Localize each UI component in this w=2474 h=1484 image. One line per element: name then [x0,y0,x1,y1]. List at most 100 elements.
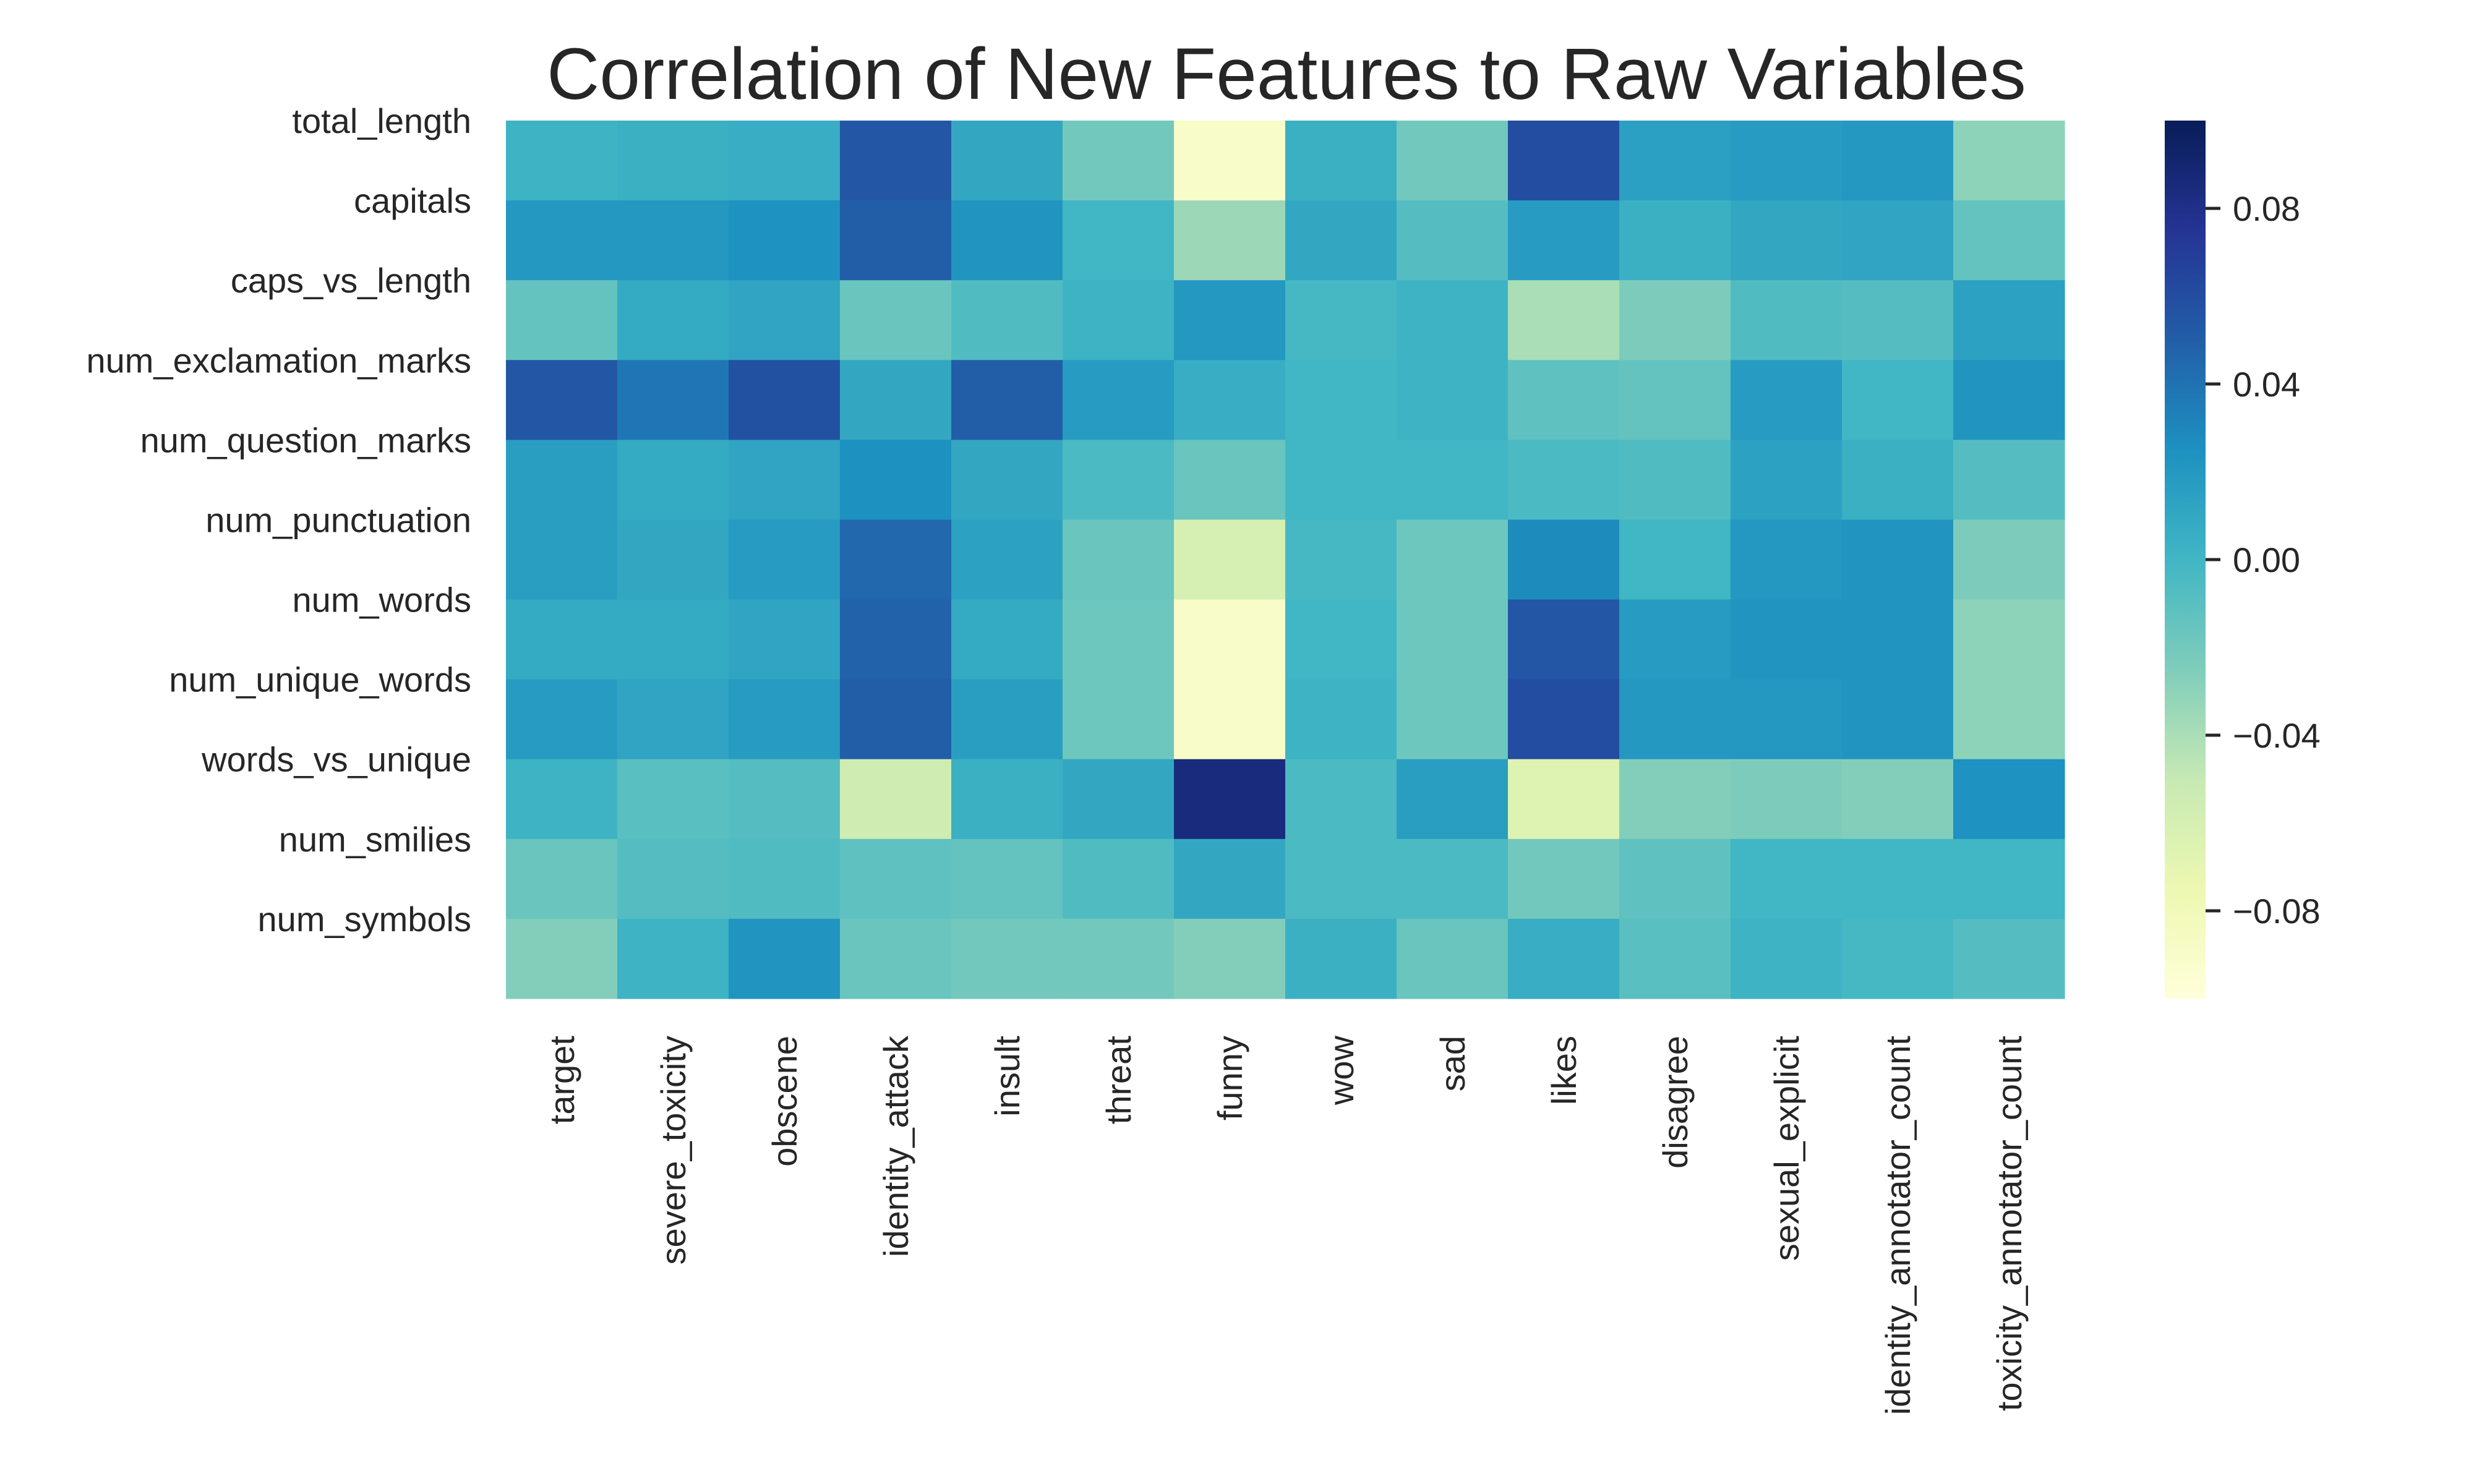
heatmap-cell-num_smilies-likes [1508,838,1620,919]
heatmap-cell-total_length-wow [1285,121,1397,201]
heatmap-cell-caps_vs_length-identity_attack [840,280,952,360]
heatmap-cell-caps_vs_length-target [506,280,618,360]
heatmap-cell-capitals-severe_toxicity [617,200,729,281]
heatmap-cell-words_vs_unique-target [506,759,618,840]
row-labels: total_length capitals caps_vs_length num_ex… [87,101,471,939]
column-label-sad: sad [1433,1036,1472,1091]
heatmap-cell-num_punctuation-wow [1285,519,1397,600]
heatmap-cell-num_exclamation_marks-threat [1063,360,1175,440]
heatmap-cell-num_symbols-sexual_explicit [1731,918,1843,999]
heatmap-cell-num_symbols-disagree [1619,918,1731,999]
heatmap-cell-num_words-obscene [729,599,841,680]
heatmap-cell-num_symbols-severe_toxicity [617,918,729,999]
colorbar-ticks: 0.08 0.04 0.00 −0.04 −0.08 [2206,189,2321,931]
heatmap-cell-total_length-sexual_explicit [1731,121,1843,201]
row-label-num_symbols: num_symbols [258,900,471,939]
column-label-severe_toxicity: severe_toxicity [654,1036,693,1264]
heatmap-cell-num_words-severe_toxicity [617,599,729,680]
heatmap-cell-caps_vs_length-threat [1063,280,1175,360]
column-label-obscene: obscene [765,1036,804,1167]
heatmap-cell-num_words-disagree [1619,599,1731,680]
heatmap-cell-num_symbols-identity_annotator_count [1842,918,1954,999]
heatmap-cell-num_exclamation_marks-disagree [1619,360,1731,440]
heatmap-cell-num_symbols-sad [1397,918,1509,999]
heatmap-cell-words_vs_unique-disagree [1619,759,1731,840]
heatmap-cell-total_length-insult [951,121,1063,201]
heatmap-cell-num_exclamation_marks-insult [951,360,1063,440]
heatmap-cell-num_question_marks-insult [951,440,1063,521]
heatmap-cell-num_symbols-identity_attack [840,918,952,999]
heatmap-cell-capitals-insult [951,200,1063,281]
heatmap-cell-num_smilies-funny [1174,838,1286,919]
heatmap-cell-words_vs_unique-sexual_explicit [1731,759,1843,840]
heatmap-cell-capitals-likes [1508,200,1620,281]
heatmap-cell-words_vs_unique-identity_annotator_count [1842,759,1954,840]
heatmap-cell-capitals-identity_attack [840,200,952,281]
heatmap-cell-num_smilies-severe_toxicity [617,838,729,919]
heatmap-cell-num_unique_words-toxicity_annotator_count [1953,679,2065,760]
colorbar-tick-label: 0.00 [2233,540,2300,579]
heatmap-cell-num_smilies-obscene [729,838,841,919]
heatmap-cell-num_unique_words-sexual_explicit [1731,679,1843,760]
heatmap-cell-num_unique_words-severe_toxicity [617,679,729,760]
heatmap-cells [506,121,2065,999]
heatmap-cell-num_smilies-threat [1063,838,1175,919]
heatmap-cell-num_punctuation-toxicity_annotator_count [1953,519,2065,600]
row-label-words_vs_unique: words_vs_unique [201,740,471,779]
heatmap-cell-num_symbols-toxicity_annotator_count [1953,918,2065,999]
heatmap-cell-caps_vs_length-disagree [1619,280,1731,360]
heatmap-cell-total_length-severe_toxicity [617,121,729,201]
heatmap-cell-words_vs_unique-wow [1285,759,1397,840]
heatmap-cell-num_question_marks-toxicity_annotator_count [1953,440,2065,521]
heatmap-cell-num_unique_words-identity_attack [840,679,952,760]
heatmap-cell-num_smilies-toxicity_annotator_count [1953,838,2065,919]
heatmap-cell-num_exclamation_marks-likes [1508,360,1620,440]
heatmap-cell-num_exclamation_marks-identity_annotator_count [1842,360,1954,440]
heatmap-cell-words_vs_unique-likes [1508,759,1620,840]
column-label-threat: threat [1099,1036,1138,1125]
colorbar [2165,121,2206,999]
heatmap-cell-num_question_marks-identity_annotator_count [1842,440,1954,521]
heatmap-cell-num_words-sad [1397,599,1509,680]
heatmap-cell-capitals-wow [1285,200,1397,281]
heatmap-cell-num_words-threat [1063,599,1175,680]
heatmap-cell-num_punctuation-sexual_explicit [1731,519,1843,600]
heatmap-cell-num_punctuation-identity_attack [840,519,952,600]
heatmap-cell-num_exclamation_marks-funny [1174,360,1286,440]
heatmap-cell-num_punctuation-insult [951,519,1063,600]
heatmap-cell-caps_vs_length-likes [1508,280,1620,360]
heatmap-cell-num_question_marks-likes [1508,440,1620,521]
heatmap-cell-capitals-identity_annotator_count [1842,200,1954,281]
heatmap-cell-num_exclamation_marks-toxicity_annotator_count [1953,360,2065,440]
heatmap-cell-num_punctuation-severe_toxicity [617,519,729,600]
heatmap-cell-words_vs_unique-sad [1397,759,1509,840]
heatmap-cell-num_question_marks-sexual_explicit [1731,440,1843,521]
row-label-num_exclamation_marks: num_exclamation_marks [87,341,471,380]
heatmap-cell-num_words-likes [1508,599,1620,680]
heatmap-cell-words_vs_unique-identity_attack [840,759,952,840]
heatmap-cell-num_question_marks-target [506,440,618,521]
heatmap-cell-total_length-disagree [1619,121,1731,201]
heatmap-cell-capitals-toxicity_annotator_count [1953,200,2065,281]
row-label-caps_vs_length: caps_vs_length [231,261,471,300]
heatmap-cell-num_words-wow [1285,599,1397,680]
heatmap-cell-total_length-funny [1174,121,1286,201]
heatmap-cell-words_vs_unique-threat [1063,759,1175,840]
column-label-insult: insult [988,1036,1027,1117]
heatmap-cell-num_symbols-wow [1285,918,1397,999]
heatmap-cell-num_words-identity_annotator_count [1842,599,1954,680]
heatmap-cell-total_length-likes [1508,121,1620,201]
heatmap-cell-caps_vs_length-insult [951,280,1063,360]
heatmap-cell-num_words-sexual_explicit [1731,599,1843,680]
heatmap-cell-num_words-funny [1174,599,1286,680]
heatmap-cell-num_question_marks-severe_toxicity [617,440,729,521]
heatmap-cell-num_smilies-sad [1397,838,1509,919]
heatmap-cell-num_smilies-sexual_explicit [1731,838,1843,919]
heatmap-cell-num_exclamation_marks-sexual_explicit [1731,360,1843,440]
column-labels: target severe_toxicity obscene identity_att… [542,1035,2029,1415]
heatmap-cell-num_smilies-identity_annotator_count [1842,838,1954,919]
heatmap-cell-num_symbols-obscene [729,918,841,999]
heatmap-cell-num_punctuation-funny [1174,519,1286,600]
heatmap-cell-total_length-target [506,121,618,201]
column-label-sexual_explicit: sexual_explicit [1767,1036,1806,1261]
